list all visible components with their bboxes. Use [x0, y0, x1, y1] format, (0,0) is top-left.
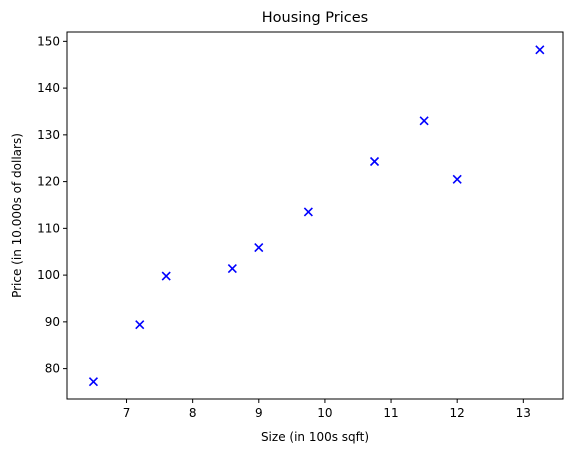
y-tick-label: 150	[37, 34, 60, 48]
plot-frame	[66, 31, 564, 400]
y-tick-label: 100	[37, 268, 60, 282]
x-tick-label: 10	[317, 406, 332, 420]
x-axis-label: Size (in 100s sqft)	[261, 430, 369, 444]
x-tick-label: 9	[255, 406, 263, 420]
y-tick-label: 140	[37, 81, 60, 95]
y-tick-label: 120	[37, 175, 60, 189]
data-point	[254, 242, 264, 253]
x-tick-label: 11	[383, 406, 398, 420]
x-tick-label: 8	[189, 406, 197, 420]
y-tick-label: 130	[37, 128, 60, 142]
data-point	[135, 320, 145, 330]
data-point	[303, 207, 313, 217]
x-tick-label: 13	[516, 406, 531, 420]
data-point	[452, 174, 462, 184]
data-point	[369, 156, 380, 167]
data-points	[88, 45, 545, 387]
y-tick-label: 110	[37, 221, 60, 235]
plot-area	[66, 31, 564, 400]
x-axis: 7 8 9 10 11 12 13	[123, 399, 531, 420]
y-tick-label: 80	[45, 362, 60, 376]
data-point	[161, 271, 171, 281]
data-point	[535, 45, 545, 55]
x-tick-label: 12	[450, 406, 465, 420]
data-point	[419, 116, 429, 126]
x-tick-label: 7	[123, 406, 131, 420]
chart-title: Housing Prices	[262, 10, 368, 26]
y-axis-label: Price (in 10.000s of dollars)	[10, 133, 24, 298]
y-tick-label: 90	[45, 315, 60, 329]
data-point	[227, 263, 237, 274]
y-axis: 80 90 100 110 120 130 140 150	[37, 34, 67, 376]
data-point	[88, 377, 99, 387]
